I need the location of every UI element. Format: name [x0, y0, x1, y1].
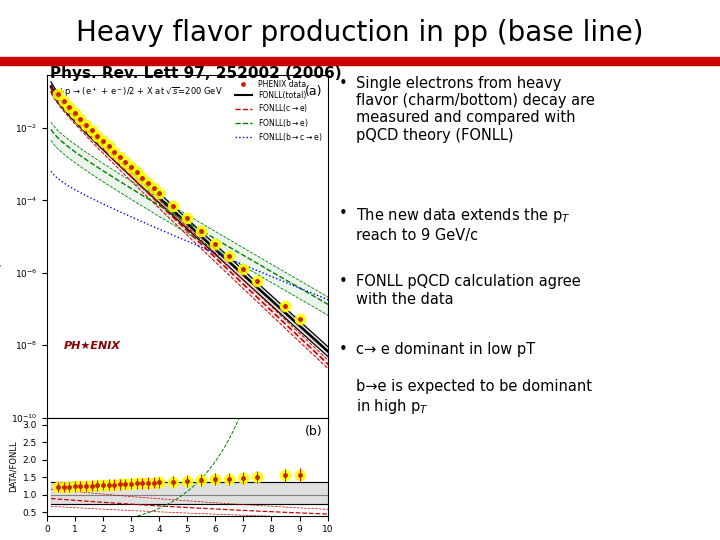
- Text: (b): (b): [305, 424, 323, 437]
- Point: [148, 184, 159, 192]
- Point: [168, 477, 179, 486]
- Point: [252, 472, 264, 481]
- Point: [137, 479, 148, 488]
- Point: [91, 131, 103, 140]
- Y-axis label: E d$^3$σ/dp$^3$ (mb GeV$^{-2}$c$^3$): E d$^3$σ/dp$^3$ (mb GeV$^{-2}$c$^3$): [0, 195, 5, 297]
- Point: [63, 103, 75, 112]
- Y-axis label: DATA/FONLL: DATA/FONLL: [8, 441, 17, 492]
- Point: [86, 481, 97, 490]
- Point: [97, 137, 109, 145]
- Text: (a): (a): [305, 85, 323, 98]
- Point: [125, 163, 137, 172]
- Text: b→e is expected to be dominant
in high p$_T$: b→e is expected to be dominant in high p…: [356, 379, 593, 416]
- Point: [109, 147, 120, 156]
- Text: •: •: [338, 342, 347, 357]
- Point: [58, 483, 69, 491]
- Point: [63, 482, 75, 491]
- Text: FONLL pQCD calculation agree
with the data: FONLL pQCD calculation agree with the da…: [356, 274, 581, 307]
- Point: [196, 476, 207, 484]
- Point: [181, 477, 193, 485]
- Point: [114, 480, 125, 489]
- Text: p+p → (e$^+$ + e$^-$)/2 + X at $\sqrt{s}$=200 GeV: p+p → (e$^+$ + e$^-$)/2 + X at $\sqrt{s}…: [53, 85, 223, 98]
- Point: [210, 239, 221, 248]
- Point: [153, 478, 165, 487]
- Point: [210, 475, 221, 484]
- Point: [120, 480, 131, 488]
- Text: PH★ENIX: PH★ENIX: [63, 341, 121, 351]
- Text: Single electrons from heavy
flavor (charm/bottom) decay are
measured and compare: Single electrons from heavy flavor (char…: [356, 76, 595, 143]
- Point: [196, 227, 207, 235]
- Point: [86, 126, 97, 134]
- Text: •: •: [338, 206, 347, 221]
- Point: [131, 479, 143, 488]
- Point: [294, 314, 305, 323]
- Point: [252, 277, 264, 286]
- Point: [279, 471, 291, 480]
- Point: [69, 482, 81, 491]
- Point: [103, 481, 114, 489]
- Point: [75, 482, 86, 490]
- Point: [114, 152, 125, 161]
- Point: [120, 158, 131, 166]
- Point: [131, 168, 143, 177]
- Point: [238, 265, 249, 273]
- Point: [153, 188, 165, 197]
- Point: [224, 252, 235, 260]
- Text: c→ e dominant in low pT: c→ e dominant in low pT: [356, 342, 536, 357]
- Point: [109, 480, 120, 489]
- Legend: PHENIX data, FONLL(total), FONLL(c$\rightarrow$e), FONLL(b$\rightarrow$e), FONLL: PHENIX data, FONLL(total), FONLL(c$\righ…: [233, 78, 324, 145]
- Point: [75, 114, 86, 123]
- Text: The new data extends the p$_T$
reach to 9 GeV/c: The new data extends the p$_T$ reach to …: [356, 206, 571, 242]
- Point: [97, 481, 109, 489]
- Point: [53, 483, 64, 491]
- Point: [91, 481, 103, 490]
- Text: Heavy flavor production in pp (base line): Heavy flavor production in pp (base line…: [76, 19, 644, 47]
- Point: [142, 178, 153, 187]
- Point: [58, 97, 69, 105]
- Point: [294, 470, 305, 479]
- Point: [137, 173, 148, 182]
- Point: [279, 302, 291, 310]
- Point: [238, 474, 249, 482]
- Point: [69, 109, 81, 118]
- Point: [81, 120, 92, 129]
- Point: [224, 474, 235, 483]
- Text: Phys. Rev. Lett 97, 252002 (2006): Phys. Rev. Lett 97, 252002 (2006): [50, 66, 342, 81]
- Point: [53, 90, 64, 99]
- Point: [142, 478, 153, 487]
- Point: [81, 482, 92, 490]
- Point: [148, 478, 159, 487]
- Point: [168, 201, 179, 210]
- Point: [181, 214, 193, 222]
- Text: •: •: [338, 76, 347, 91]
- Point: [125, 480, 137, 488]
- Text: •: •: [338, 274, 347, 289]
- Point: [103, 142, 114, 151]
